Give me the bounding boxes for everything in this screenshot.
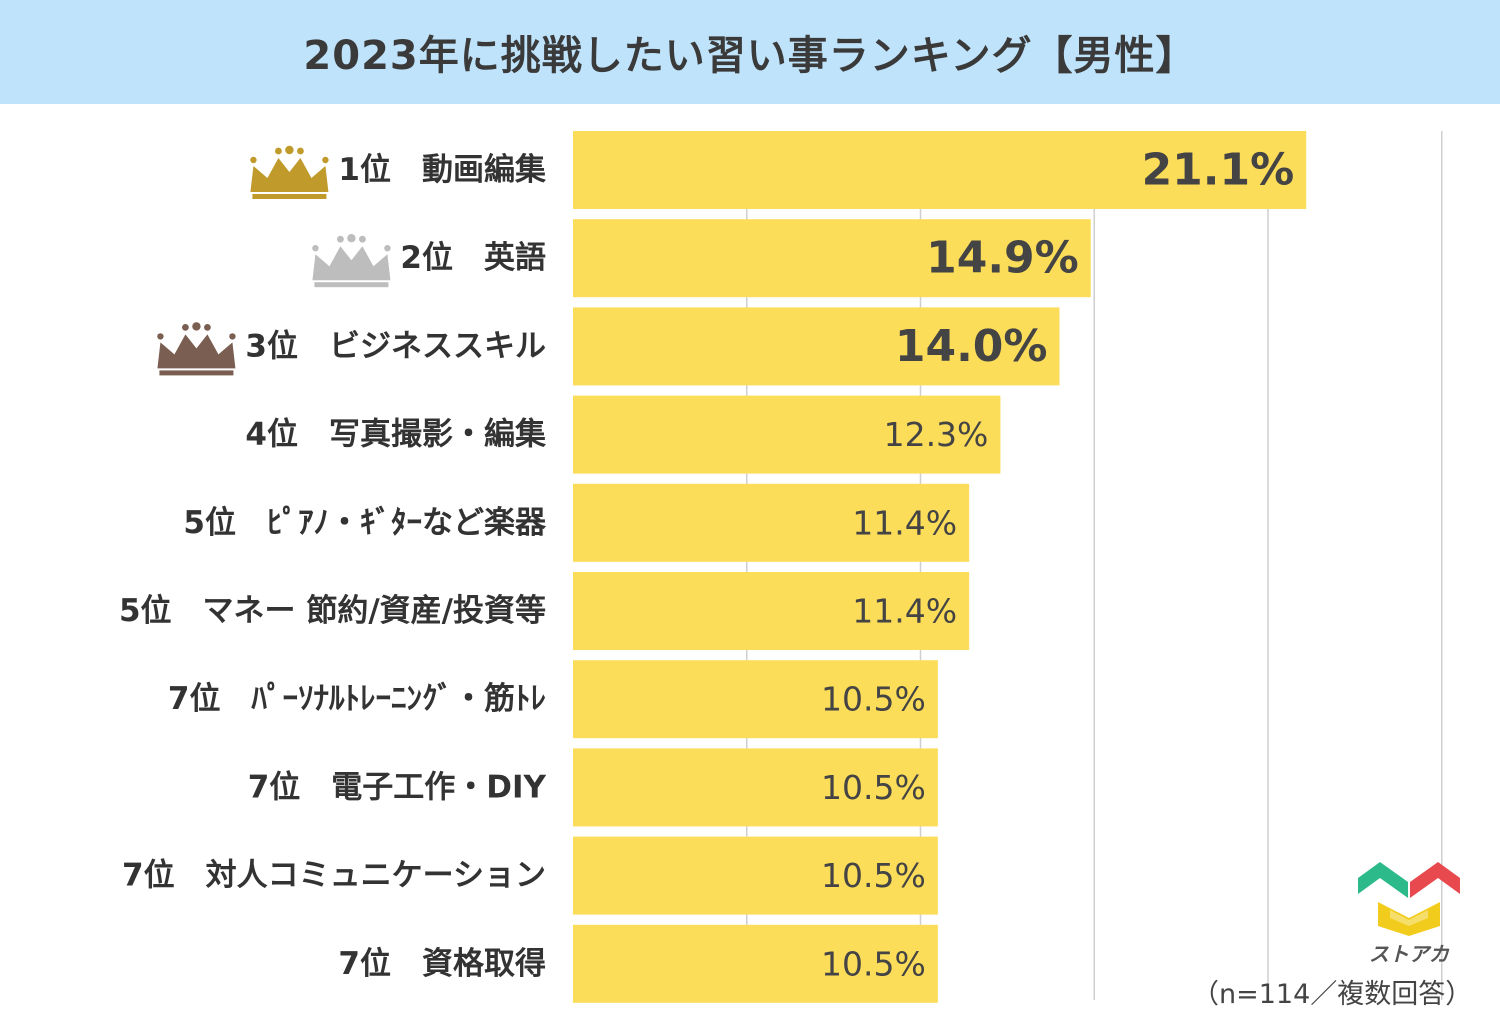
category-label: 7位 電子工作・DIY: [248, 769, 547, 805]
bar: [573, 307, 1060, 386]
bar: [573, 836, 938, 915]
value-label: 10.5%: [821, 768, 926, 807]
value-label: 11.4%: [852, 503, 957, 542]
category-label: 7位 対人コミュニケーション: [122, 858, 546, 894]
title-bar: 2023年に挑戦したい習い事ランキング【男性】: [0, 0, 1500, 104]
bar: [573, 572, 970, 650]
value-label: 12.3%: [884, 415, 989, 454]
bar: [573, 924, 938, 1003]
category-label: 5位 マネー 節約/資産/投資等: [119, 593, 546, 629]
bar: [573, 748, 938, 827]
storeaca-logo: ストアカ: [1354, 856, 1464, 968]
crown-silver-icon: [312, 234, 391, 288]
bar: [573, 660, 938, 739]
chart-title: 2023年に挑戦したい習い事ランキング【男性】: [303, 33, 1197, 79]
value-label: 10.5%: [821, 944, 926, 983]
value-label: 10.5%: [821, 856, 926, 895]
bar: [573, 131, 1307, 209]
category-label: 1位 動画編集: [338, 152, 546, 188]
logo-wordmark: ストアカ: [1369, 942, 1449, 966]
bar: [573, 395, 1001, 474]
bar: [573, 483, 970, 562]
logo-mark-icon: [1358, 862, 1460, 936]
value-label: 21.1%: [1142, 145, 1295, 196]
category-label: 3位 ビジネススキル: [245, 328, 546, 364]
category-label: 7位 ﾊﾟｰｿﾅﾙﾄﾚｰﾆﾝｸﾞ・筋ﾄﾚ: [168, 681, 546, 717]
category-label: 5位 ﾋﾟｱﾉ・ｷﾞﾀｰなど楽器: [183, 505, 547, 541]
crown-bronze-icon: [157, 322, 236, 376]
value-label: 14.9%: [926, 233, 1079, 284]
value-label: 11.4%: [852, 592, 957, 631]
value-label: 14.0%: [895, 321, 1048, 372]
value-label: 10.5%: [821, 680, 926, 719]
category-label: 4位 写真撮影・編集: [245, 417, 546, 453]
crown-gold-icon: [250, 145, 329, 199]
bar: [573, 219, 1091, 298]
sample-size-note: （n=114／複数回答）: [1192, 979, 1473, 1010]
category-label: 7位 資格取得: [338, 946, 546, 982]
category-label: 2位 英語: [400, 240, 546, 276]
